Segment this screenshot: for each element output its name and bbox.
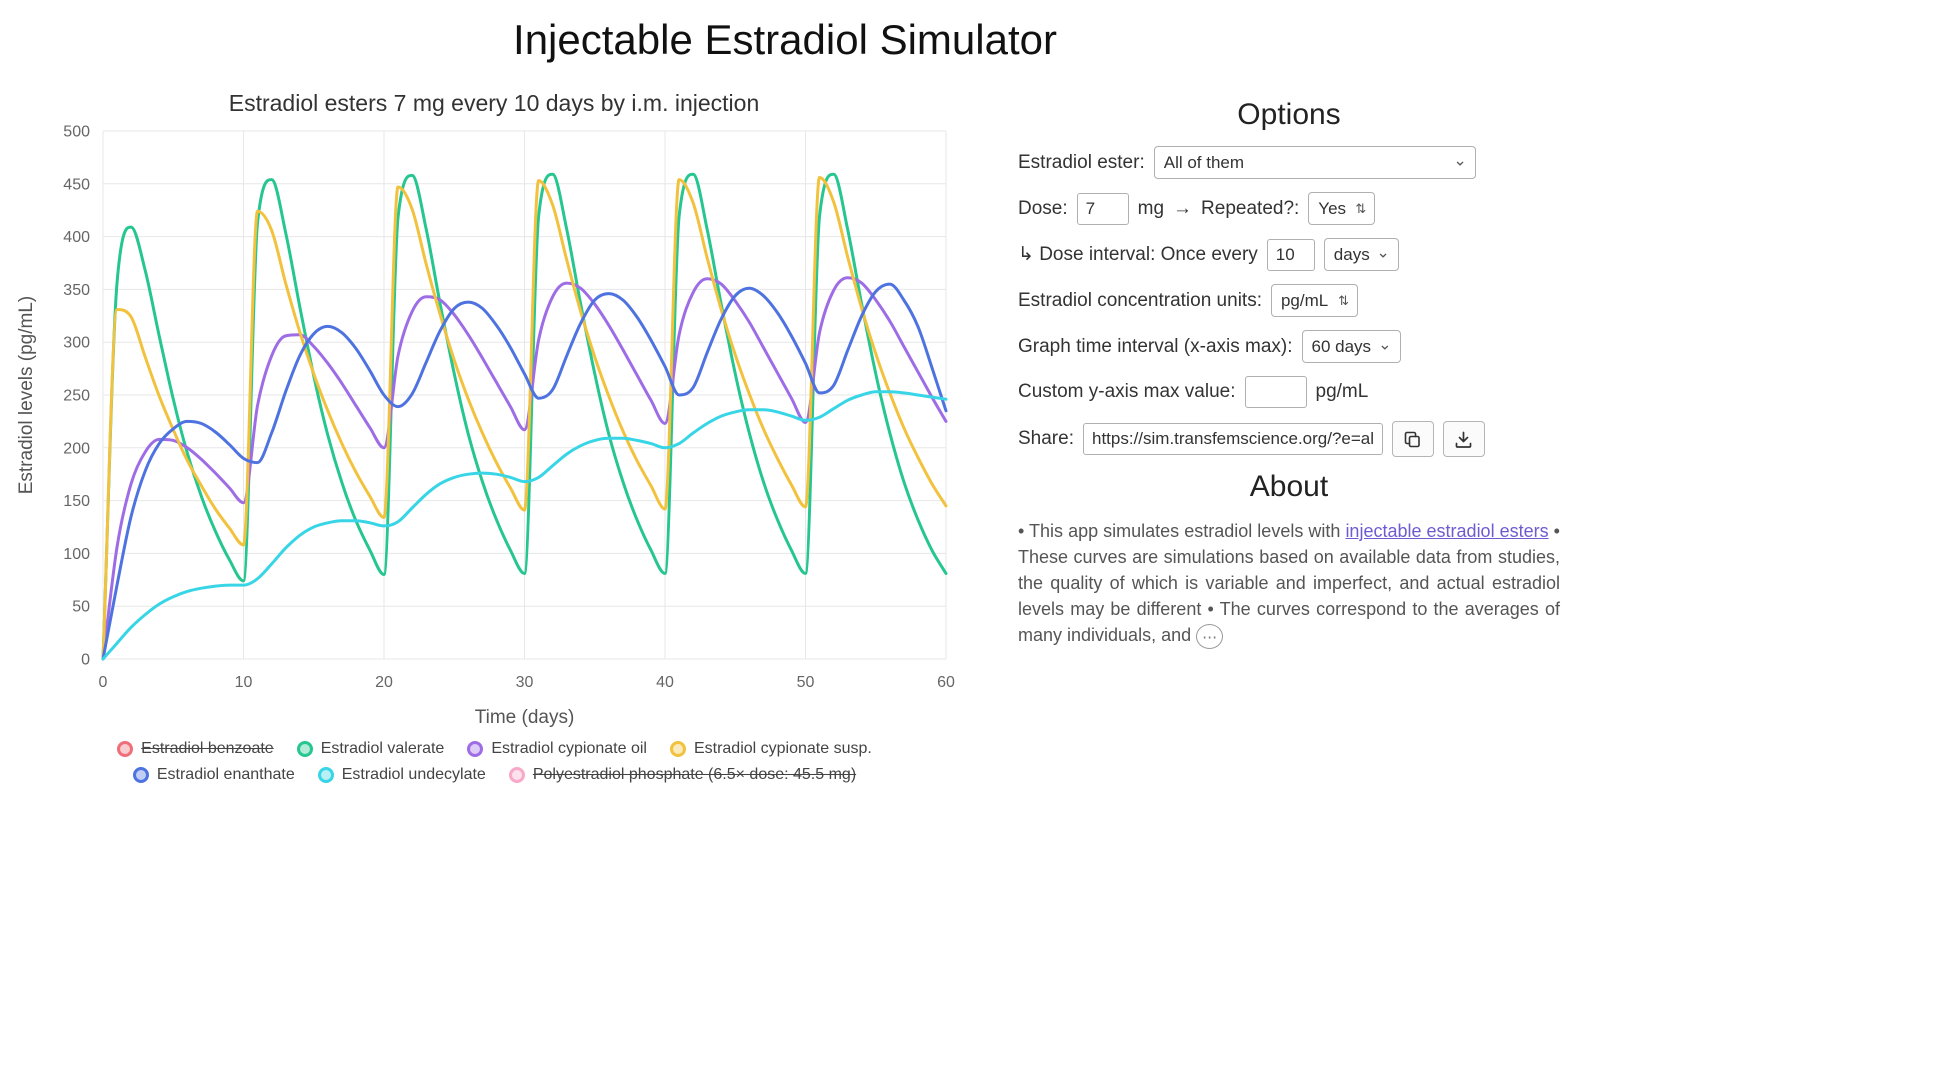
download-icon [1456,431,1472,448]
legend-label: Estradiol enanthate [156,766,295,783]
arrow-right-icon: → [1173,197,1193,219]
units-label: Estradiol concentration units: [1018,289,1262,311]
repeated-select[interactable]: Yes [1308,192,1376,225]
ester-select[interactable]: All of them [1153,146,1476,179]
chart-title: Estradiol esters 7 mg every 10 days by i… [228,90,760,116]
chart-panel: Estradiol esters 7 mg every 10 days by i… [0,86,980,784]
y-tick-label: 150 [63,493,90,510]
injectable-esters-link[interactable]: injectable estradiol esters [1345,521,1549,541]
y-axis-title: Estradiol levels (pg/mL) [16,296,37,495]
options-panel: Options Estradiol ester: All of them Dos… [980,86,1570,650]
x-axis-title: Time (days) [475,707,575,728]
legend-marker-estradiol-benzoate [117,741,134,757]
legend-item-estradiol-benzoate[interactable]: Estradiol benzoate [116,740,274,758]
share-url-input[interactable] [1082,423,1383,455]
ymax-row: Custom y-axis max value: pg/mL [1018,376,1560,408]
download-image-button[interactable] [1442,421,1485,457]
units-select-wrap: pg/mL [1270,284,1358,317]
y-tick-label: 100 [63,546,90,563]
chart-legend: Estradiol benzoate Estradiol valerate Estr… [69,740,919,784]
share-row: Share: [1018,421,1560,457]
legend-item-polyestradiol-phosphate-6-5-dose-45-5-mg[interactable]: Polyestradiol phosphate (6.5× dose: 45.5… [508,766,856,784]
y-tick-label: 300 [63,335,90,352]
legend-item-estradiol-cypionate-susp[interactable]: Estradiol cypionate susp. [669,740,872,758]
legend-marker-estradiol-cypionate-susp [669,741,686,757]
dose-interval-row: ↳ Dose interval: Once every days [1018,238,1560,271]
legend-marker-estradiol-cypionate-oil [467,741,484,757]
x-tick-label: 60 [937,674,955,691]
x-tick-label: 30 [516,674,534,691]
legend-marker-polyestradiol-phosphate-6-5-dose-45-5-mg [508,767,525,783]
dose-label: Dose: [1018,197,1068,219]
ymax-label: Custom y-axis max value: [1018,381,1236,402]
copy-share-url-button[interactable] [1391,421,1434,457]
x-tick-label: 20 [375,674,393,691]
series-line-estradiol-cypionate-susp [101,176,948,661]
about-heading: About [1249,470,1329,503]
legend-label: Estradiol cypionate susp. [693,740,872,757]
series-line-estradiol-enanthate [101,282,948,661]
y-tick-label: 400 [63,229,90,246]
units-select[interactable]: pg/mL [1270,284,1358,317]
interval-unit-select-wrap: days [1323,238,1399,271]
y-tick-label: 500 [63,124,90,141]
dose-unit-label: mg [1137,197,1165,219]
share-label: Share: [1018,428,1074,449]
graph-interval-select-wrap: 60 days [1301,330,1401,363]
x-tick-label: 10 [235,674,253,691]
dose-interval-label: ↳ Dose interval: Once every [1018,244,1258,265]
units-row: Estradiol concentration units: pg/mL [1018,284,1560,317]
x-tick-label: 40 [656,674,674,691]
legend-label: Polyestradiol phosphate (6.5× dose: 45.5… [532,766,857,783]
y-tick-label: 250 [63,388,90,405]
graph-interval-select[interactable]: 60 days [1301,330,1401,363]
x-tick-label: 0 [99,674,108,691]
options-heading: Options [1237,98,1341,131]
app-container: Injectable Estradiol Simulator Estradiol… [0,16,1570,814]
legend-item-estradiol-undecylate[interactable]: Estradiol undecylate [317,766,486,784]
x-tick-label: 50 [797,674,815,691]
page-title: Injectable Estradiol Simulator [513,16,1057,63]
dose-row: Dose: mg → Repeated?: Yes [1018,192,1560,225]
repeated-label: Repeated?: [1201,197,1300,219]
main-layout: Estradiol esters 7 mg every 10 days by i… [0,86,1570,784]
legend-marker-estradiol-undecylate [317,767,334,783]
dose-input[interactable] [1076,192,1129,225]
ymax-unit-label: pg/mL [1315,381,1369,402]
series-line-estradiol-undecylate [101,390,948,661]
interval-unit-select[interactable]: days [1323,238,1399,271]
ester-label: Estradiol ester: [1018,151,1145,173]
copy-icon [1405,431,1421,447]
y-tick-label: 450 [63,176,90,193]
ester-row: Estradiol ester: All of them [1018,146,1560,179]
legend-item-estradiol-valerate[interactable]: Estradiol valerate [296,740,445,758]
chart-canvas: 0 50 100 150 200 250 300 350 400 450 500 0 10 20 30 40 5… [16,124,955,729]
ymax-input[interactable] [1244,376,1307,408]
legend-label: Estradiol valerate [320,740,445,757]
dose-interval-input[interactable] [1266,238,1315,271]
legend-item-estradiol-enanthate[interactable]: Estradiol enanthate [132,766,295,784]
y-tick-label: 50 [72,599,90,616]
legend-label: Estradiol undecylate [341,766,486,783]
y-tick-label: 200 [63,440,90,457]
legend-label: Estradiol cypionate oil [491,740,647,757]
repeated-select-wrap: Yes [1308,192,1376,225]
ester-select-wrap: All of them [1153,146,1476,179]
y-tick-label: 0 [81,652,90,669]
about-paragraph: • This app simulates estradiol levels wi… [1018,518,1560,650]
y-tick-label: 350 [63,282,90,299]
about-text-segment: • This app simulates estradiol levels wi… [1018,521,1346,541]
expand-about-button[interactable]: ⋯ [1196,624,1224,650]
series-line-estradiol-valerate [101,172,948,661]
legend-marker-estradiol-enanthate [132,767,149,783]
legend-label: Estradiol benzoate [141,740,274,757]
legend-marker-estradiol-valerate [296,741,313,757]
legend-item-estradiol-cypionate-oil[interactable]: Estradiol cypionate oil [466,740,647,758]
about-text-segment: • These curves are simulations based on … [1018,521,1560,646]
graph-interval-label: Graph time interval (x-axis max): [1018,335,1293,357]
graph-interval-row: Graph time interval (x-axis max): 60 day… [1018,330,1560,363]
series-line-estradiol-cypionate-oil [101,276,948,661]
